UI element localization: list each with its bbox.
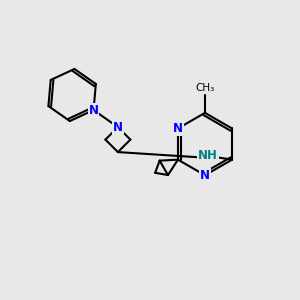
Text: N: N xyxy=(113,121,123,134)
Text: N: N xyxy=(173,122,183,135)
Text: N: N xyxy=(200,169,210,182)
Text: CH₃: CH₃ xyxy=(195,83,214,94)
Text: N: N xyxy=(88,103,98,116)
Text: NH: NH xyxy=(198,149,218,162)
